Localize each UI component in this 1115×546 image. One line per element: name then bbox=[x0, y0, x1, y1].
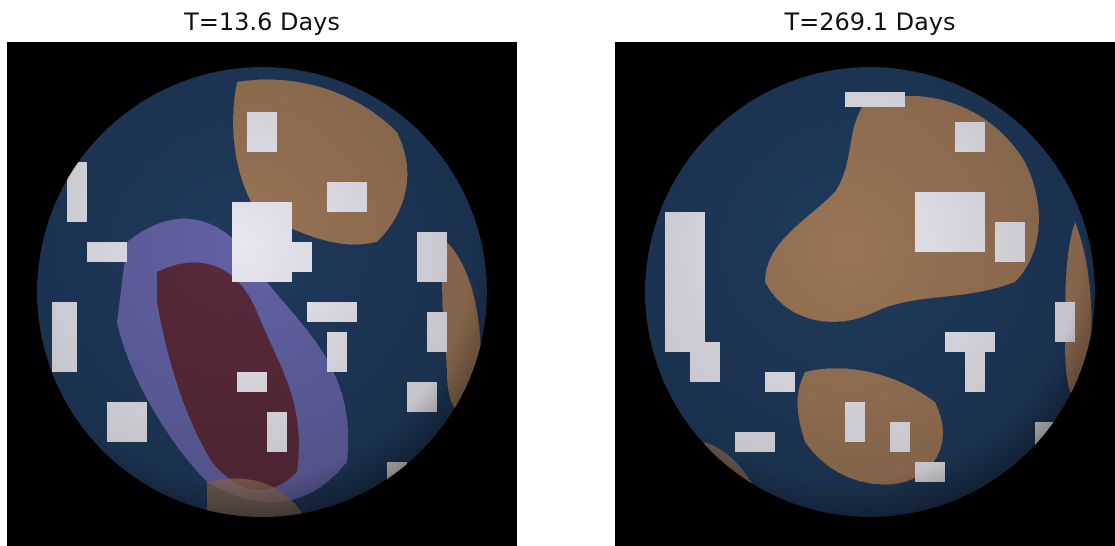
planet-image-left bbox=[7, 42, 517, 546]
panel-right: T=269.1 Days bbox=[615, 0, 1115, 546]
planet-surface bbox=[37, 67, 487, 517]
panel-title: T=13.6 Days bbox=[184, 8, 340, 36]
panel-title: T=269.1 Days bbox=[784, 8, 956, 36]
planet-image-right bbox=[615, 42, 1115, 546]
planet-render-right bbox=[615, 42, 1115, 546]
planet-surface bbox=[645, 67, 1095, 517]
panel-left: T=13.6 Days bbox=[7, 0, 517, 546]
limb-shading bbox=[645, 67, 1095, 517]
planet-render-left bbox=[7, 42, 517, 546]
limb-shading bbox=[37, 67, 487, 517]
